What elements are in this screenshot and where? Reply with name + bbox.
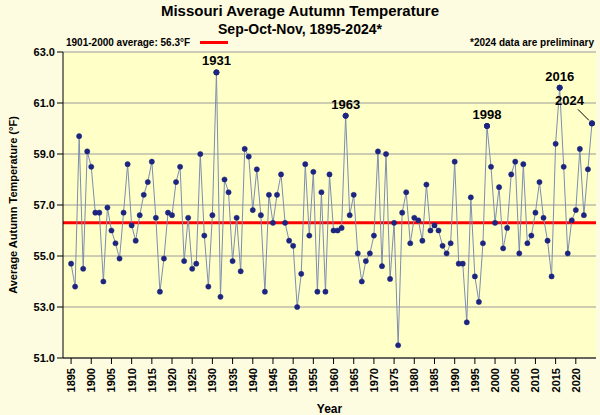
svg-text:1900: 1900 (85, 368, 97, 392)
svg-text:1940: 1940 (247, 368, 259, 392)
svg-text:1935: 1935 (227, 368, 239, 392)
svg-text:1945: 1945 (267, 368, 279, 392)
html-text:*2024 data are preliminary: *2024 data are preliminary (470, 37, 594, 48)
svg-text:1975: 1975 (388, 368, 400, 392)
svg-text:53.0: 53.0 (34, 301, 55, 313)
svg-text:Average Autumn Temperature (°F: Average Autumn Temperature (°F) (8, 116, 19, 294)
svg-text:2010: 2010 (529, 368, 541, 392)
svg-text:1955: 1955 (307, 368, 319, 392)
svg-text:57.0: 57.0 (34, 199, 55, 211)
svg-text:59.0: 59.0 (34, 148, 55, 160)
svg-text:1895: 1895 (65, 368, 77, 392)
svg-text:2016: 2016 (545, 69, 574, 84)
svg-text:1930: 1930 (206, 368, 218, 392)
html-text:1901-2000 average: 56.3°F: 1901-2000 average: 56.3°F (66, 37, 191, 48)
svg-text:2015: 2015 (550, 368, 562, 392)
svg-text:1998: 1998 (473, 107, 502, 122)
svg-text:51.0: 51.0 (34, 352, 55, 364)
svg-text:63.0: 63.0 (34, 46, 55, 58)
svg-text:1985: 1985 (428, 368, 440, 392)
svg-text:1963: 1963 (331, 97, 360, 112)
svg-text:1925: 1925 (186, 368, 198, 392)
html-text:Missouri Average Autumn Temper: Missouri Average Autumn Temperature (160, 2, 440, 19)
svg-text:1995: 1995 (469, 368, 481, 392)
svg-text:1920: 1920 (166, 368, 178, 392)
svg-text:1990: 1990 (449, 368, 461, 392)
svg-text:1910: 1910 (126, 368, 138, 392)
svg-text:1905: 1905 (105, 368, 117, 392)
svg-text:1970: 1970 (368, 368, 380, 392)
svg-text:1960: 1960 (328, 368, 340, 392)
svg-text:1980: 1980 (408, 368, 420, 392)
html-text:Sep-Oct-Nov, 1895-2024*: Sep-Oct-Nov, 1895-2024* (218, 21, 382, 37)
svg-text:1915: 1915 (146, 368, 158, 392)
svg-text:2005: 2005 (509, 368, 521, 392)
svg-text:2024: 2024 (555, 93, 585, 108)
svg-text:1950: 1950 (287, 368, 299, 392)
svg-text:1965: 1965 (348, 368, 360, 392)
svg-text:55.0: 55.0 (34, 250, 55, 262)
svg-text:2000: 2000 (489, 368, 501, 392)
svg-text:1931: 1931 (202, 53, 231, 68)
svg-text:Year: Year (317, 402, 343, 415)
svg-text:2020: 2020 (570, 368, 582, 392)
svg-text:61.0: 61.0 (34, 97, 55, 109)
